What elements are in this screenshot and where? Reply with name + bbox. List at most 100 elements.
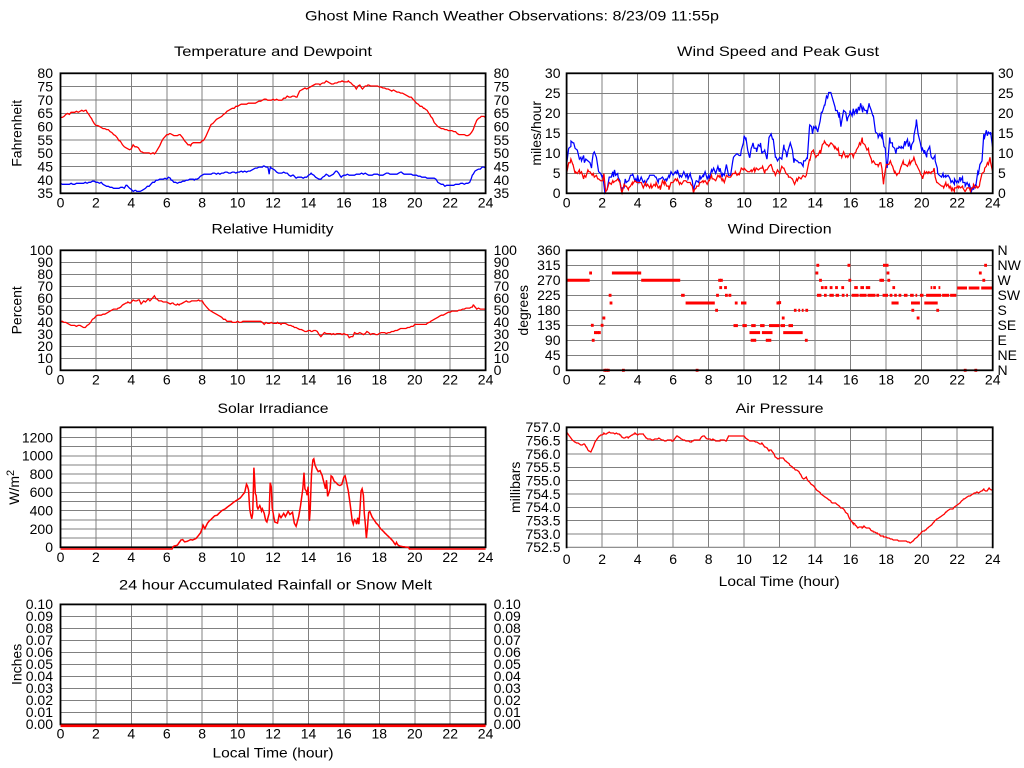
svg-text:5: 5 (998, 165, 1006, 181)
svg-text:12: 12 (265, 549, 281, 565)
svg-text:10: 10 (736, 372, 752, 388)
svg-text:24: 24 (985, 372, 1001, 388)
svg-text:W/m2: W/m2 (5, 470, 22, 505)
svg-text:6: 6 (163, 372, 171, 388)
svg-text:2: 2 (92, 195, 100, 211)
svg-text:18: 18 (372, 372, 388, 388)
svg-text:6: 6 (669, 372, 677, 388)
svg-text:22: 22 (949, 551, 965, 567)
svg-text:0: 0 (553, 185, 561, 201)
svg-text:6: 6 (669, 551, 677, 567)
svg-text:8: 8 (198, 372, 206, 388)
svg-text:4: 4 (127, 372, 135, 388)
svg-text:0.07: 0.07 (26, 632, 53, 648)
svg-text:6: 6 (163, 549, 171, 565)
svg-text:4: 4 (634, 551, 642, 567)
svg-text:45: 45 (545, 347, 561, 363)
svg-text:12: 12 (265, 195, 281, 211)
svg-text:45: 45 (37, 158, 53, 174)
svg-text:SW: SW (998, 287, 1021, 303)
svg-text:16: 16 (843, 372, 859, 388)
svg-text:2: 2 (598, 551, 606, 567)
svg-text:6: 6 (163, 726, 171, 742)
svg-text:Local Time (hour): Local Time (hour) (213, 745, 334, 761)
svg-text:65: 65 (37, 105, 53, 121)
svg-text:NE: NE (998, 347, 1017, 363)
svg-text:20: 20 (914, 195, 930, 211)
svg-text:100: 100 (494, 242, 518, 258)
svg-text:0.10: 0.10 (494, 596, 521, 612)
svg-text:NW: NW (998, 257, 1022, 273)
svg-text:Ghost Mine Ranch Weather Obser: Ghost Mine Ranch Weather Observations: 8… (305, 8, 719, 24)
svg-text:N: N (998, 242, 1008, 258)
svg-text:1000: 1000 (22, 448, 53, 464)
svg-text:24: 24 (985, 195, 1001, 211)
svg-text:14: 14 (807, 195, 823, 211)
svg-text:0: 0 (494, 362, 502, 378)
svg-text:0.00: 0.00 (494, 716, 521, 732)
svg-text:20: 20 (914, 372, 930, 388)
svg-text:18: 18 (878, 551, 894, 567)
svg-text:755.0: 755.0 (525, 472, 560, 488)
svg-text:20: 20 (407, 549, 423, 565)
svg-text:0.08: 0.08 (26, 620, 53, 636)
svg-text:18: 18 (372, 726, 388, 742)
svg-text:12: 12 (772, 195, 788, 211)
svg-text:70: 70 (494, 278, 510, 294)
svg-text:70: 70 (37, 92, 53, 108)
svg-text:S: S (998, 302, 1007, 318)
svg-text:6: 6 (163, 195, 171, 211)
svg-text:30: 30 (998, 65, 1014, 81)
svg-text:200: 200 (30, 521, 54, 537)
svg-text:24: 24 (478, 372, 494, 388)
svg-text:0: 0 (998, 185, 1006, 201)
svg-text:315: 315 (537, 257, 561, 273)
svg-text:50: 50 (37, 302, 53, 318)
svg-text:0.02: 0.02 (494, 692, 521, 708)
svg-text:24: 24 (478, 549, 494, 565)
svg-text:14: 14 (301, 549, 317, 565)
svg-text:50: 50 (37, 145, 53, 161)
svg-text:14: 14 (301, 726, 317, 742)
svg-text:10: 10 (230, 372, 246, 388)
svg-text:756.0: 756.0 (525, 446, 560, 462)
svg-text:40: 40 (494, 172, 510, 188)
svg-text:0: 0 (45, 539, 53, 555)
svg-text:600: 600 (30, 484, 54, 500)
svg-text:20: 20 (998, 105, 1014, 121)
svg-text:0: 0 (57, 726, 65, 742)
svg-text:10: 10 (998, 145, 1014, 161)
svg-text:Relative Humidity: Relative Humidity (212, 221, 334, 237)
svg-text:22: 22 (442, 195, 458, 211)
svg-text:754.0: 754.0 (525, 499, 560, 515)
svg-text:4: 4 (127, 726, 135, 742)
svg-text:16: 16 (843, 195, 859, 211)
svg-text:0.02: 0.02 (26, 692, 53, 708)
svg-text:25: 25 (545, 85, 561, 101)
svg-text:8: 8 (198, 726, 206, 742)
svg-text:22: 22 (949, 195, 965, 211)
svg-text:20: 20 (545, 105, 561, 121)
svg-text:2: 2 (598, 195, 606, 211)
svg-text:0.09: 0.09 (26, 608, 53, 624)
svg-text:30: 30 (494, 326, 510, 342)
svg-text:miles/hour: miles/hour (528, 101, 544, 166)
svg-text:4: 4 (634, 195, 642, 211)
svg-text:25: 25 (998, 85, 1014, 101)
svg-text:5: 5 (553, 165, 561, 181)
svg-text:16: 16 (336, 726, 352, 742)
svg-text:90: 90 (545, 332, 561, 348)
svg-text:8: 8 (705, 551, 713, 567)
svg-text:70: 70 (494, 92, 510, 108)
svg-text:2: 2 (92, 549, 100, 565)
svg-text:10: 10 (230, 726, 246, 742)
svg-text:30: 30 (545, 65, 561, 81)
svg-text:2: 2 (92, 726, 100, 742)
svg-text:0.04: 0.04 (494, 668, 521, 684)
svg-text:0: 0 (563, 551, 571, 567)
svg-text:degrees: degrees (515, 285, 531, 336)
svg-text:14: 14 (301, 195, 317, 211)
svg-text:0.10: 0.10 (26, 596, 53, 612)
svg-text:400: 400 (30, 503, 54, 519)
svg-text:22: 22 (949, 372, 965, 388)
